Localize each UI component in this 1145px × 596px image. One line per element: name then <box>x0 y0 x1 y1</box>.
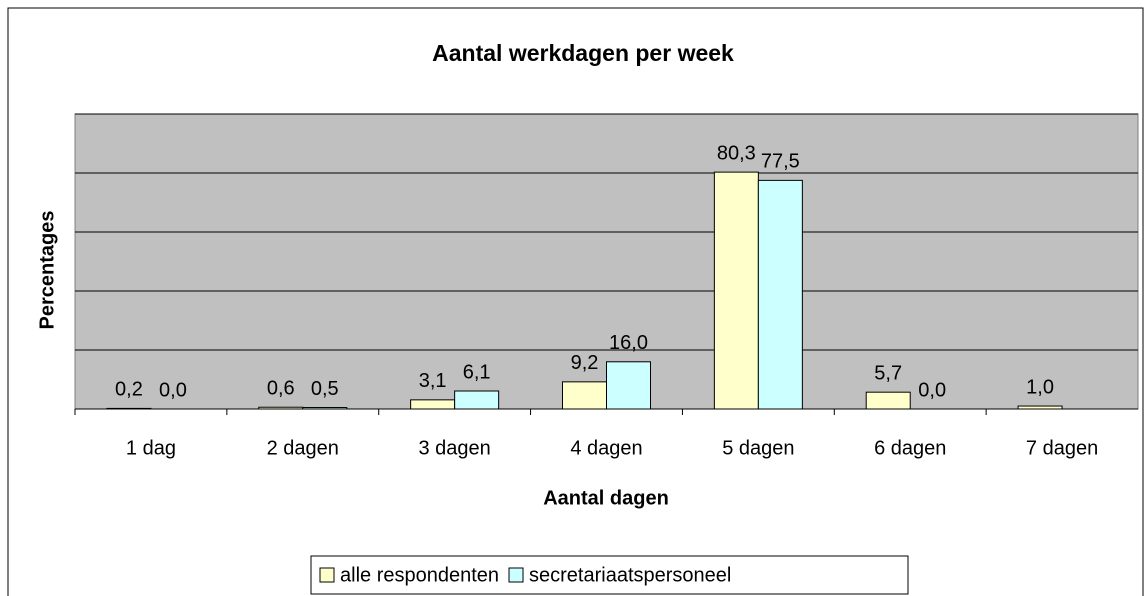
bar <box>757 179 803 410</box>
x-tick-label: 2 dagen <box>267 437 339 459</box>
legend <box>310 555 909 595</box>
data-label: 0,5 <box>311 378 339 400</box>
data-label: 1,0 <box>1026 376 1054 398</box>
data-label: 16,0 <box>609 332 648 354</box>
legend-swatch <box>319 567 335 583</box>
x-tick-label: 3 dagen <box>418 437 490 459</box>
bar <box>454 390 500 410</box>
data-label: 5,7 <box>874 362 902 384</box>
x-tick-label: 7 dagen <box>1026 437 1098 459</box>
bar <box>562 381 607 410</box>
data-label: 3,1 <box>419 370 447 392</box>
data-label: 77,5 <box>761 151 800 173</box>
plot-area <box>74 113 1139 410</box>
data-label: 80,3 <box>717 142 756 164</box>
bar <box>410 399 456 410</box>
x-tick-label: 1 dag <box>126 437 176 459</box>
x-axis-label: Aantal dagen <box>543 487 669 509</box>
data-label: 0,6 <box>267 378 295 400</box>
data-label: 0,0 <box>918 379 946 401</box>
x-tick-label: 5 dagen <box>722 437 794 459</box>
legend-label: alle respondenten <box>340 564 499 586</box>
legend-swatch <box>508 567 524 583</box>
data-label: 0,0 <box>159 379 187 401</box>
chart-title: Aantal werkdagen per week <box>432 40 734 66</box>
data-label: 9,2 <box>571 352 599 374</box>
data-label: 0,2 <box>115 379 143 401</box>
x-tick-label: 6 dagen <box>874 437 946 459</box>
x-tick-label: 4 dagen <box>570 437 642 459</box>
bar <box>606 361 651 410</box>
bar <box>865 391 911 410</box>
y-axis-label: Percentages <box>36 211 58 330</box>
data-label: 6,1 <box>463 361 491 383</box>
bar <box>713 171 759 410</box>
legend-label: secretariaatspersoneel <box>529 564 731 586</box>
